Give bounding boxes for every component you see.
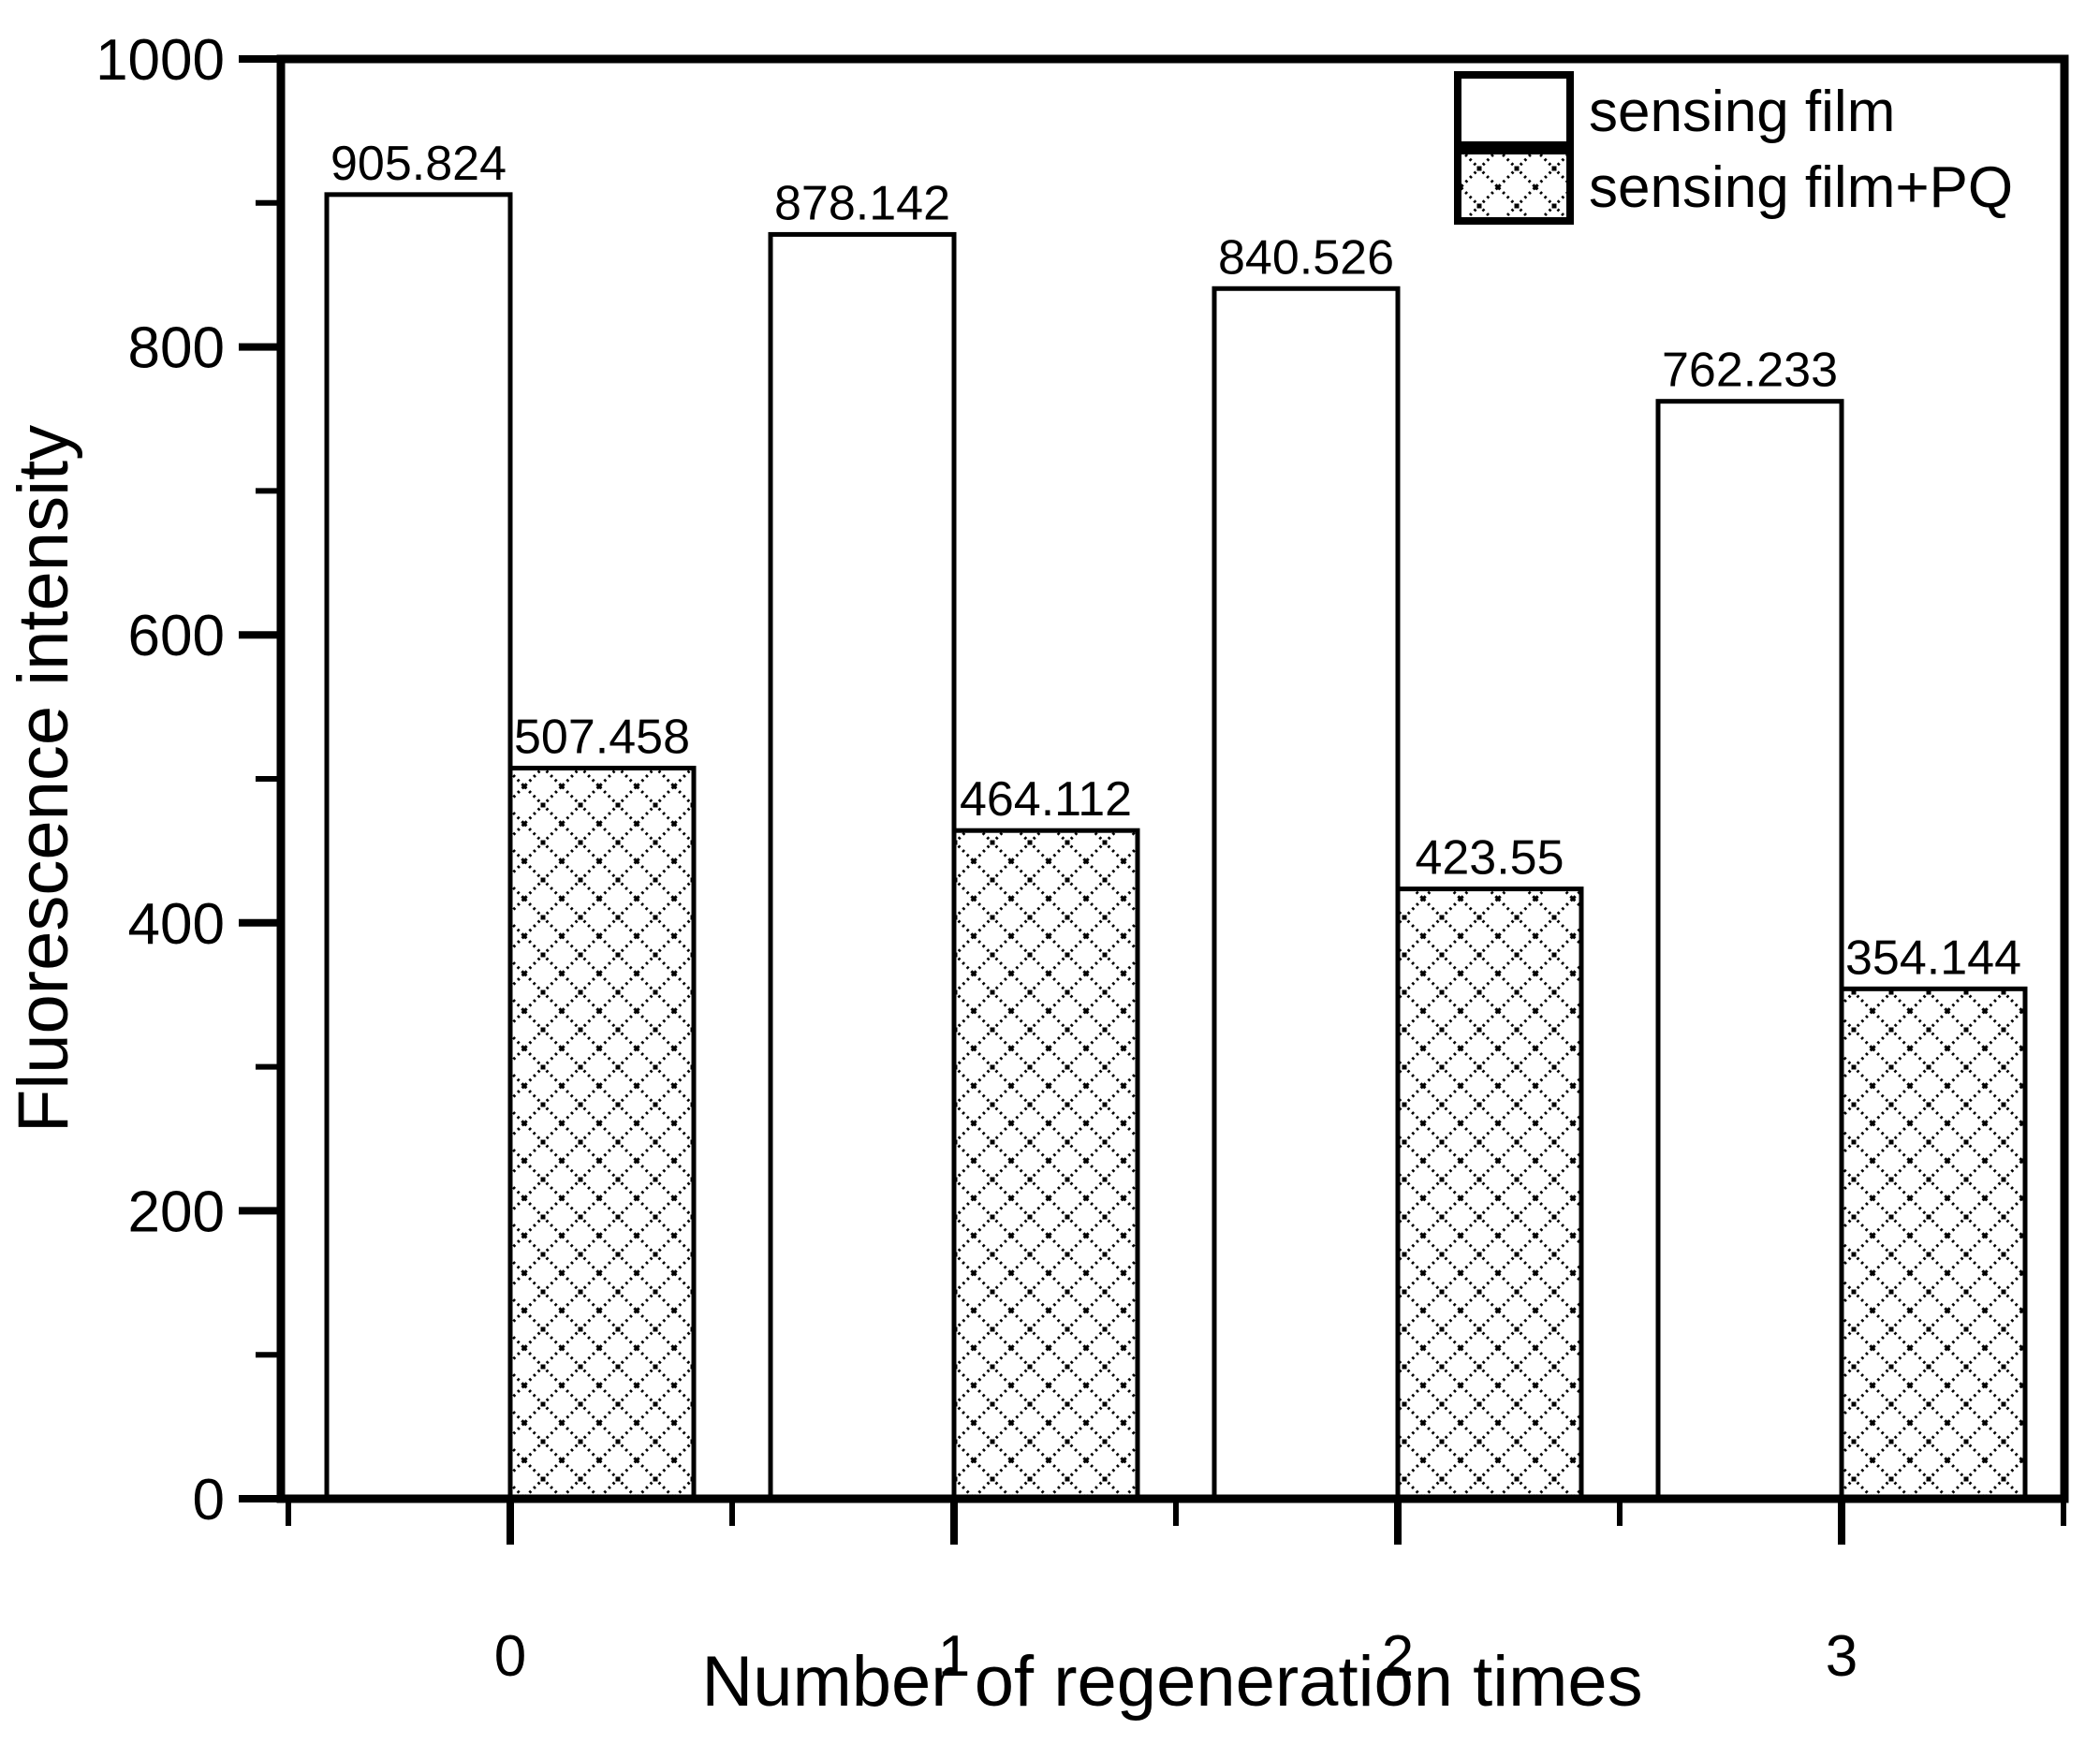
x-tick-label: 3 bbox=[1826, 1624, 1858, 1689]
plot-area: 905.824 507.458 878.142 464.112 840.526 423.5… bbox=[95, 28, 2069, 1689]
legend-label-sensing-film: sensing film bbox=[1589, 80, 1895, 144]
value-label: 905.824 bbox=[330, 137, 507, 191]
y-tick-label: 200 bbox=[128, 1180, 225, 1244]
y-tick-label: 1000 bbox=[95, 28, 225, 93]
value-label: 354.144 bbox=[1845, 931, 2021, 985]
legend: sensing film sensing film+PQ bbox=[1454, 71, 2013, 225]
legend-label-sensing-film-pq: sensing film+PQ bbox=[1589, 155, 2013, 220]
value-label: 762.233 bbox=[1662, 344, 1838, 398]
value-label: 423.55 bbox=[1415, 831, 1564, 886]
y-tick-label: 800 bbox=[128, 316, 225, 381]
bar-sensing-film-pq-2 bbox=[1395, 887, 1584, 1502]
value-label: 464.112 bbox=[960, 772, 1132, 827]
bar-sensing-film-3 bbox=[1655, 399, 1844, 1502]
bar-sensing-film-pq-0 bbox=[507, 766, 697, 1502]
y-tick-label: 600 bbox=[128, 604, 225, 668]
legend-swatch-sensing-film bbox=[1454, 71, 1574, 149]
y-tick-label: 400 bbox=[128, 892, 225, 957]
bar-sensing-film-0 bbox=[324, 192, 513, 1502]
y-axis-title: Fluorescence intensity bbox=[4, 425, 83, 1133]
legend-swatch-sensing-film-pq bbox=[1454, 147, 1574, 225]
value-label: 878.142 bbox=[774, 176, 950, 230]
bar-sensing-film-1 bbox=[768, 231, 957, 1502]
value-label: 840.526 bbox=[1218, 230, 1394, 285]
y-tick-label: 0 bbox=[193, 1468, 225, 1532]
x-axis-title: Number of regeneration times bbox=[701, 1642, 1642, 1722]
x-tick-label: 2 bbox=[1382, 1624, 1414, 1689]
bar-sensing-film-pq-3 bbox=[1839, 986, 2028, 1502]
x-tick-label: 0 bbox=[494, 1624, 526, 1689]
bar-sensing-film-2 bbox=[1212, 286, 1401, 1502]
bar-sensing-film-pq-1 bbox=[951, 828, 1140, 1502]
x-tick-label: 1 bbox=[938, 1624, 970, 1689]
value-label: 507.458 bbox=[514, 711, 690, 765]
